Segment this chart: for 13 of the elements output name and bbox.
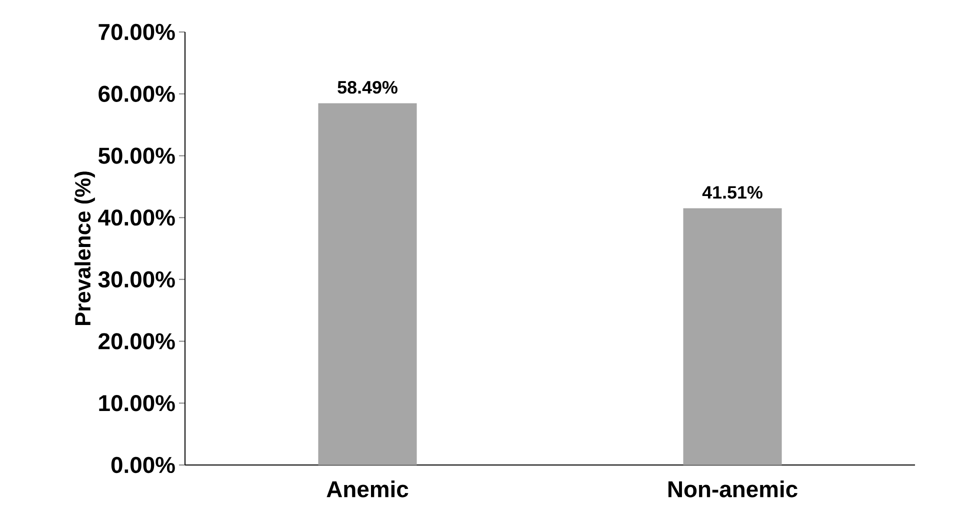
y-tick-label: 20.00%	[98, 333, 175, 350]
y-tick-label: 40.00%	[98, 209, 175, 226]
y-tick-label: 10.00%	[99, 395, 175, 412]
y-axis-title: Prevalence (%)	[74, 172, 95, 326]
data-label: 58.49%	[338, 80, 398, 94]
y-tick-label: 60.00%	[98, 86, 175, 102]
x-tick-label: Non-anemic	[668, 480, 798, 498]
y-tick-label: 70.00%	[98, 24, 175, 40]
data-label: 41.51%	[702, 186, 762, 199]
x-tick-label: Anemic	[326, 480, 408, 498]
y-tick-label: 30.00%	[98, 271, 175, 288]
y-tick-label: 0.00%	[111, 456, 175, 474]
y-tick-label: 50.00%	[98, 148, 175, 164]
